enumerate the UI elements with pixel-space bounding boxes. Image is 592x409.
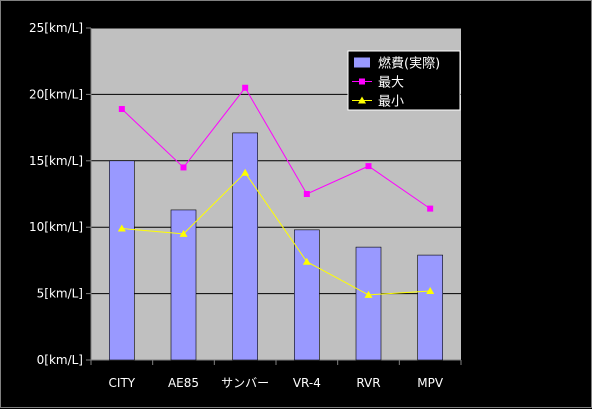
legend-marker	[359, 78, 365, 85]
y-tick-label: 25[km/L]	[29, 21, 83, 35]
legend-label: 最小	[378, 95, 404, 110]
x-tick-label: サンバー	[221, 376, 269, 390]
legend-label: 最大	[378, 76, 404, 91]
data-point	[303, 191, 310, 197]
data-point	[365, 163, 372, 170]
bar	[355, 246, 382, 361]
data-point	[242, 84, 249, 91]
legend-swatch	[354, 57, 370, 68]
bar	[232, 132, 258, 361]
x-tick-label: CITY	[109, 376, 136, 390]
x-tick-label: RVR	[356, 376, 380, 390]
x-tick-label: MPV	[417, 376, 444, 390]
y-tick-label: 20[km/L]	[29, 87, 83, 101]
data-point	[302, 257, 311, 265]
data-point	[117, 224, 126, 232]
y-tick-label: 0[km/L]	[37, 353, 83, 367]
legend-marker	[358, 96, 366, 104]
data-point	[118, 106, 125, 113]
y-tick-label: 5[km/L]	[37, 287, 83, 301]
data-point	[427, 205, 434, 212]
data-point	[426, 286, 435, 294]
series-line	[121, 171, 431, 296]
data-point	[179, 229, 188, 237]
data-point	[180, 164, 187, 171]
bar	[417, 254, 443, 361]
y-tick-label: 15[km/L]	[29, 154, 83, 168]
data-point	[364, 290, 373, 298]
x-tick-label: AE85	[168, 376, 199, 390]
x-tick-label: VR-4	[293, 376, 321, 390]
data-point	[241, 168, 250, 176]
legend-label: 燃費(実際)	[378, 56, 440, 72]
y-tick-label: 10[km/L]	[29, 220, 83, 234]
series-line	[121, 86, 431, 210]
bar	[109, 160, 135, 361]
bar	[294, 229, 320, 361]
